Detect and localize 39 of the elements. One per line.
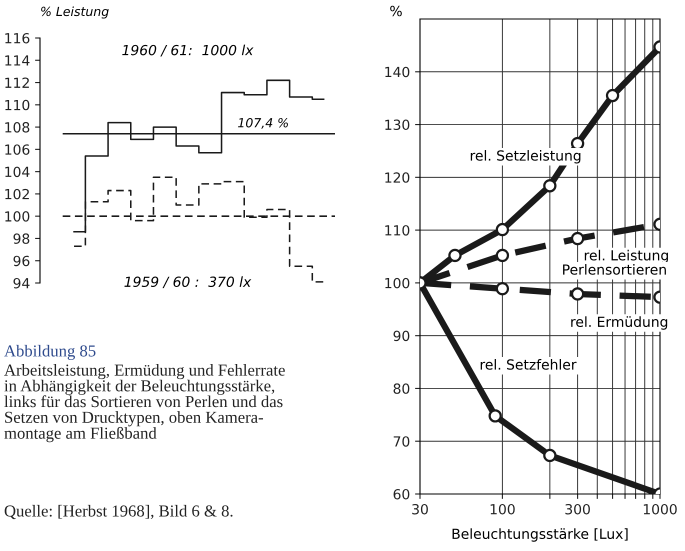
annotation: rel. Leistung [584,250,668,264]
y-tick-label: 98 [13,233,30,244]
y-tick-label: 96 [13,256,30,266]
y-tick-label: 112 [5,78,29,88]
x-axis-title: Beleuchtungsstärke [Lux] [452,528,628,542]
y-axis-title: % Leistung [41,6,109,19]
annotation: 1959 / 60 : 370 lx [124,276,252,288]
annotation: rel. Setzfehler [480,359,577,370]
y-tick-label: 110 [385,225,410,236]
annotation: Perlensortieren [563,264,666,275]
ref-line-label: 107,4 % [238,118,288,129]
y-tick-label: 90 [393,330,410,342]
x-tick-label: 100 [490,504,515,514]
y-tick-label: 106 [5,144,30,155]
y-axis-title: % [390,6,402,16]
y-tick-label: 102 [5,188,29,200]
y-tick-label: 94 [13,278,30,288]
text: Abbildung 85 [4,344,96,360]
source-note: Quelle: [Herbst 1968], Bild 6 & 8. [4,504,232,520]
y-tick-label: 70 [394,436,410,447]
y-tick-label: 110 [5,100,30,110]
y-tick-label: 120 [385,172,410,183]
text: Arbeitsleistung, Ermüdung und Fehlerrate in Abhängigkeit der Beleuchtungsstärke, links für das Sortieren von Perlen und das Setzen von Drucktypen, oben Kamera- montage am Fließband [4,364,285,442]
y-tick-label: 108 [5,122,30,133]
y-tick-label: 140 [385,66,410,78]
y-tick-label: 114 [5,55,30,66]
x-tick-label: 30 [412,504,428,514]
y-tick-label: 100 [5,211,30,222]
x-tick-label: 1000 [644,504,677,514]
annotation: 1960 / 61: 1000 lx [122,44,254,56]
annotation: rel. Setzleistung [470,150,580,164]
annotation: rel. Ermüdung [571,316,668,330]
y-tick-label: 60 [394,488,410,500]
y-tick-label: 130 [385,120,410,130]
y-tick-label: 100 [385,278,410,288]
y-tick-label: 80 [394,383,410,394]
y-tick-label: 116 [5,32,30,44]
y-tick-label: 104 [5,166,30,178]
x-tick-label: 300 [565,504,590,514]
